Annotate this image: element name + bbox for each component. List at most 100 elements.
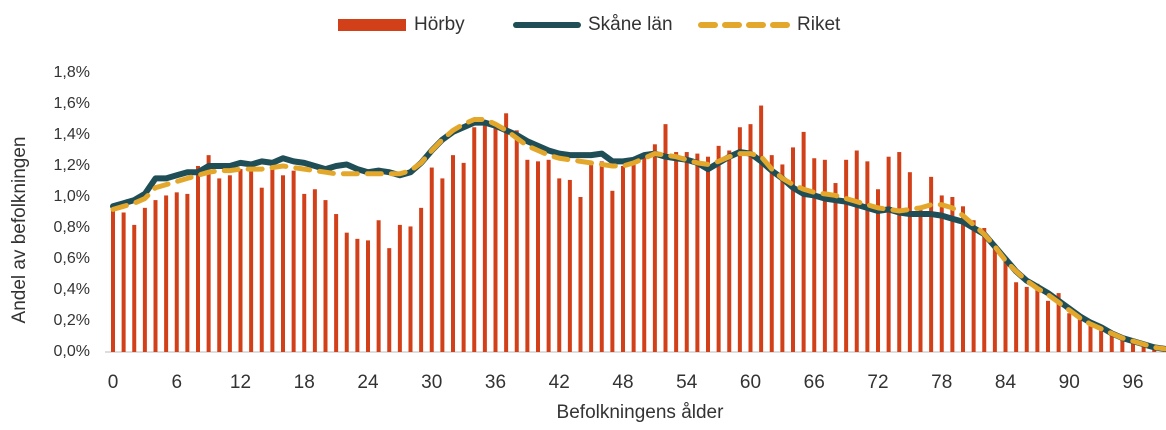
bar — [684, 152, 689, 352]
bar — [780, 164, 785, 352]
bar — [1024, 286, 1029, 352]
bar — [291, 170, 296, 352]
bar — [939, 195, 944, 352]
bar — [451, 155, 455, 352]
bar — [344, 232, 349, 352]
y-tick-label: 1,0% — [54, 188, 90, 205]
bar — [153, 200, 158, 352]
y-tick-label: 0,2% — [54, 312, 90, 329]
bar — [334, 214, 339, 352]
bar — [1141, 344, 1146, 352]
bar — [525, 159, 530, 352]
bar — [610, 190, 615, 352]
bar — [387, 248, 392, 352]
bar — [1099, 328, 1104, 352]
bar — [355, 238, 360, 352]
bar — [1014, 282, 1019, 352]
legend-label: Riket — [797, 14, 841, 35]
bar — [366, 240, 370, 352]
bar — [217, 178, 222, 352]
bar — [132, 224, 137, 352]
bar — [482, 122, 487, 352]
bar — [918, 209, 923, 352]
bar — [907, 172, 912, 352]
bar — [1088, 324, 1093, 352]
bar — [461, 162, 466, 352]
bar — [111, 209, 115, 352]
bar — [323, 200, 328, 352]
x-tick-label: 12 — [230, 372, 251, 393]
bar — [833, 183, 838, 352]
bar — [929, 176, 934, 352]
x-tick-label: 36 — [485, 372, 506, 393]
x-tick-label: 24 — [357, 372, 379, 393]
bar — [769, 155, 774, 352]
x-tick-label: 42 — [549, 372, 570, 393]
y-tick-label: 1,2% — [54, 157, 90, 174]
bar — [164, 195, 169, 352]
bar — [578, 197, 583, 352]
bar — [408, 226, 413, 352]
bar — [961, 206, 965, 352]
x-tick-label: 54 — [676, 372, 698, 393]
bar — [865, 161, 870, 352]
bar — [992, 246, 997, 352]
x-tick-label: 30 — [421, 372, 442, 393]
bar — [599, 161, 604, 352]
bar — [429, 167, 434, 352]
bar — [312, 189, 317, 352]
bar — [567, 179, 572, 352]
bar — [557, 178, 562, 352]
bar — [259, 187, 264, 352]
bar — [812, 158, 817, 352]
bar — [1131, 341, 1135, 352]
y-tick-label: 0,8% — [54, 219, 90, 236]
bar — [748, 124, 753, 353]
x-axis-title: Befolkningens ålder — [557, 402, 725, 423]
bar — [493, 127, 498, 352]
bar — [1109, 333, 1114, 352]
x-tick-label: 6 — [171, 372, 182, 393]
bar — [716, 145, 721, 352]
y-tick-label: 0,6% — [54, 250, 90, 267]
bar — [472, 127, 477, 352]
line-series — [110, 117, 1166, 352]
bar — [121, 212, 126, 352]
x-tick-label: 0 — [108, 372, 119, 393]
bar — [706, 156, 710, 352]
bar — [663, 124, 668, 353]
legend-swatch — [338, 19, 406, 31]
legend-label: Skåne län — [588, 14, 673, 35]
bar — [1056, 293, 1061, 352]
y-tick-label: 1,8% — [54, 64, 90, 81]
bar — [185, 193, 190, 352]
bar — [589, 162, 594, 352]
bar — [270, 162, 275, 352]
x-tick-label: 84 — [995, 372, 1017, 393]
x-tick-label: 66 — [804, 372, 825, 393]
bar — [440, 178, 445, 352]
x-tick-label: 96 — [1122, 372, 1143, 393]
bar — [514, 130, 519, 352]
bar — [227, 175, 232, 352]
bar — [1120, 336, 1125, 352]
bar — [801, 131, 806, 352]
bar — [1077, 317, 1082, 352]
x-tick-label: 90 — [1059, 372, 1080, 393]
bar — [631, 158, 636, 352]
bar — [982, 228, 987, 352]
bar — [281, 175, 285, 352]
bar — [759, 105, 764, 352]
bar — [1046, 300, 1050, 352]
x-tick-label: 18 — [294, 372, 315, 393]
y-tick-label: 1,4% — [54, 126, 90, 143]
bar — [376, 220, 381, 352]
bar — [897, 152, 902, 352]
bar — [886, 156, 891, 352]
bar — [174, 192, 179, 352]
x-tick-label: 72 — [867, 372, 888, 393]
bar — [504, 113, 509, 352]
bar — [196, 166, 200, 352]
bar — [844, 159, 849, 352]
x-tick-label: 60 — [740, 372, 761, 393]
